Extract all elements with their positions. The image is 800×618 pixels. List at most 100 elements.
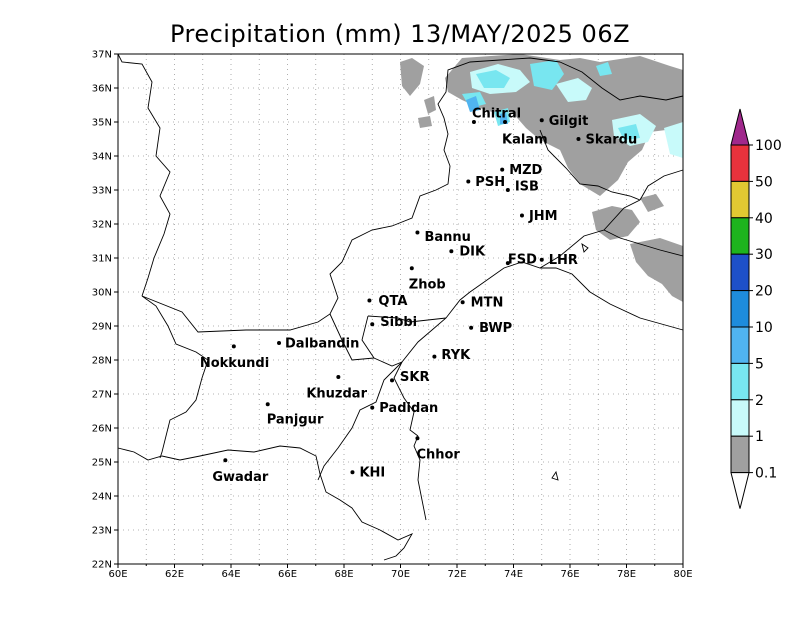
city-dot <box>500 167 505 172</box>
city-label: DIK <box>459 245 486 260</box>
city-label: ISB <box>515 180 539 195</box>
lon-tick-label: 80E <box>673 569 692 580</box>
lat-tick-label: 31N <box>92 254 112 265</box>
city-dot <box>265 402 270 407</box>
legend-swatch <box>730 435 750 474</box>
legend-label: 100 <box>755 138 782 154</box>
lon-tick-label: 68E <box>334 569 353 580</box>
precipitation-legend: 100 50 40 30 20 10 5 2 1 0.1 <box>730 108 782 509</box>
lat-tick-label: 24N <box>92 492 112 503</box>
lon-tick-label: 72E <box>447 569 466 580</box>
legend-label: 20 <box>755 284 773 300</box>
lon-tick-label: 62E <box>165 569 184 580</box>
city-label: Khuzdar <box>306 387 367 402</box>
lon-tick-label: 76E <box>560 569 579 580</box>
city-label: Skardu <box>585 133 637 148</box>
legend-swatch <box>730 180 750 219</box>
legend-label: 10 <box>755 320 773 336</box>
city-dot <box>370 405 375 410</box>
legend-label: 5 <box>755 356 764 372</box>
city-label: RYK <box>441 348 471 363</box>
city-label: Chhor <box>416 448 460 463</box>
city-label: Padidan <box>379 401 438 416</box>
city-dot <box>409 266 414 271</box>
lat-tick-label: 23N <box>92 526 112 537</box>
city-dot <box>539 257 544 262</box>
lon-tick-label: 70E <box>391 569 410 580</box>
legend-swatch <box>730 217 750 255</box>
city-dot <box>350 470 355 475</box>
city-label: Panjgur <box>267 413 324 428</box>
city-dot <box>460 300 465 305</box>
lat-tick-label: 26N <box>92 424 112 435</box>
city-dot <box>505 261 510 266</box>
city-label: JHM <box>528 209 558 224</box>
lat-tick-label: 22N <box>92 560 112 571</box>
legend-swatch <box>730 326 750 364</box>
city-label: Chitral <box>472 107 521 122</box>
legend-swatch <box>730 144 750 182</box>
city-dot <box>277 341 282 345</box>
lat-tick-label: 28N <box>92 356 112 367</box>
lon-tick-label: 78E <box>617 569 636 580</box>
precipitation-shading <box>400 54 683 302</box>
lat-tick-label: 37N <box>92 50 112 61</box>
city-dot <box>576 137 581 141</box>
city-label: Zhob <box>409 278 446 293</box>
legend-label: 40 <box>755 211 773 227</box>
legend-swatch <box>730 399 750 437</box>
legend-swatch <box>730 290 750 328</box>
lat-tick-label: 35N <box>92 118 112 129</box>
city-dot <box>415 230 420 235</box>
lon-tick-label: 64E <box>221 569 240 580</box>
city-label: LHR <box>549 253 578 268</box>
city-label: Kalam <box>502 133 548 148</box>
lon-tick-label: 74E <box>504 569 523 580</box>
city-label: Gilgit <box>549 114 589 129</box>
city-label: BWP <box>479 321 512 336</box>
city-dot <box>432 354 437 359</box>
city-label: MZD <box>509 163 542 178</box>
legend-swatch-bottom <box>730 472 750 509</box>
city-label: Sibbi <box>380 315 417 330</box>
city-dot <box>370 322 375 327</box>
city-label: Nokkundi <box>200 356 269 371</box>
legend-swatch <box>730 253 750 292</box>
city-dot <box>469 325 474 330</box>
lon-tick-label: 66E <box>278 569 297 580</box>
country-borders <box>117 53 684 561</box>
city-label: Bannu <box>424 230 470 245</box>
legend-swatch-top <box>730 108 750 146</box>
lat-tick-label: 25N <box>92 458 112 469</box>
lat-tick-label: 33N <box>92 186 112 197</box>
lat-tick-label: 34N <box>92 152 112 163</box>
lat-tick-label: 29N <box>92 322 112 333</box>
city-dot <box>367 298 372 303</box>
legend-label: 2 <box>755 393 764 409</box>
city-dot <box>449 249 454 254</box>
lon-tick-label: 60E <box>108 569 127 580</box>
lat-tick-label: 32N <box>92 220 112 231</box>
city-label: PSH <box>475 175 505 190</box>
legend-label: 50 <box>755 174 773 190</box>
city-dot <box>231 344 236 349</box>
city-dot <box>390 378 395 383</box>
city-dot <box>505 188 510 192</box>
legend-label: 0.1 <box>755 466 777 482</box>
city-label: Dalbandin <box>285 337 359 352</box>
city-dot <box>223 458 228 463</box>
city-dot <box>466 179 471 184</box>
lat-tick-label: 27N <box>92 390 112 401</box>
map-title: Precipitation (mm) 13/MAY/2025 06Z <box>170 20 630 48</box>
city-dot <box>539 118 544 123</box>
legend-label: 1 <box>755 429 764 445</box>
city-label: QTA <box>378 294 407 309</box>
city-label: SKR <box>400 370 429 385</box>
city-dot <box>519 213 524 218</box>
city-label: KHI <box>359 466 385 481</box>
city-dot <box>415 436 420 441</box>
city-dot <box>471 120 476 124</box>
legend-swatch <box>730 362 750 401</box>
